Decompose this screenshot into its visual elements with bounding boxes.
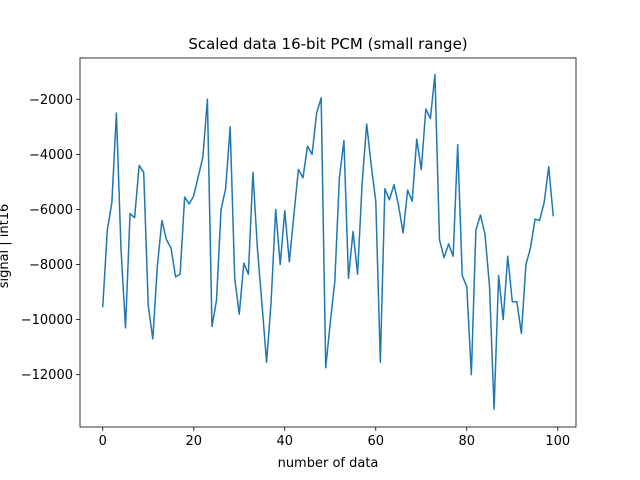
x-tick-label: 40 bbox=[276, 434, 293, 449]
y-tick-label: −10000 bbox=[21, 313, 73, 328]
y-tick-label: −8000 bbox=[29, 258, 73, 273]
x-tick-label: 20 bbox=[185, 434, 202, 449]
plot-frame bbox=[79, 57, 577, 428]
x-tick-label: 60 bbox=[368, 434, 385, 449]
series-line bbox=[102, 73, 554, 410]
y-tick-label: −2000 bbox=[29, 93, 73, 108]
y-tick-label: −6000 bbox=[29, 203, 73, 218]
y-axis-label: signal | int16 bbox=[0, 204, 12, 289]
x-tick-label: 80 bbox=[459, 434, 476, 449]
plot-area: 0 20 40 60 80 100 −12000 −10000 −8000 −6000 −4000 −… bbox=[21, 57, 577, 449]
y-tick-label: −12000 bbox=[21, 368, 73, 383]
x-axis-label: number of data bbox=[278, 456, 379, 471]
chart-title: Scaled data 16-bit PCM (small range) bbox=[188, 35, 467, 53]
x-tick-label: 100 bbox=[545, 434, 570, 449]
x-tick-label: 0 bbox=[99, 434, 107, 449]
y-tick-label: −4000 bbox=[29, 148, 73, 163]
